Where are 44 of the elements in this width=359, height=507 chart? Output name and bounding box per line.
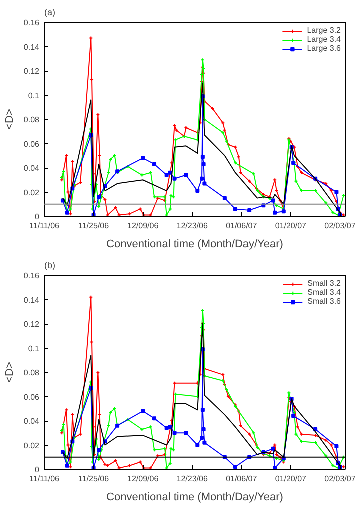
chart-title: (a) bbox=[44, 8, 56, 18]
legend-label: Small 3.4 bbox=[308, 288, 341, 297]
x-tick-label: 01/20/07 bbox=[275, 474, 308, 484]
x-tick-label: 01/06/07 bbox=[226, 222, 258, 230]
legend-label: Small 3.2 bbox=[308, 279, 341, 288]
legend-label: Large 3.6 bbox=[307, 44, 341, 53]
y-tick-label: 0.14 bbox=[24, 42, 40, 52]
y-tick-label: 0.06 bbox=[24, 392, 40, 402]
x-tick-label: 11/11/06 bbox=[30, 474, 60, 484]
x-tick-label: 01/20/07 bbox=[275, 222, 308, 230]
x-axis-title: Conventional time (Month/Day/Year) bbox=[106, 238, 284, 250]
y-tick-label: 0.08 bbox=[24, 368, 40, 378]
x-tick-label: 02/03/07 bbox=[324, 474, 356, 484]
x-tick-label: 12/23/06 bbox=[176, 474, 208, 484]
y-tick-label: 0.02 bbox=[24, 441, 40, 450]
y-tick-label: 0.12 bbox=[24, 320, 40, 329]
y-tick-label: 0.14 bbox=[24, 296, 40, 305]
y-tick-label: 0.16 bbox=[24, 18, 40, 28]
x-tick-label: 01/06/07 bbox=[226, 474, 258, 484]
x-tick-label: 11/11/06 bbox=[30, 222, 60, 230]
x-tick-label: 12/23/06 bbox=[176, 222, 208, 230]
x-tick-label: 11/25/06 bbox=[78, 222, 110, 230]
y-axis-title: <D> bbox=[4, 109, 16, 130]
y-tick-label: 0.04 bbox=[24, 164, 40, 173]
x-tick-label: 12/09/06 bbox=[128, 222, 160, 230]
y-tick-label: 0.1 bbox=[28, 344, 40, 354]
y-tick-label: 0.04 bbox=[24, 417, 40, 426]
legend-label: Large 3.2 bbox=[307, 26, 341, 35]
y-tick-label: 0.12 bbox=[24, 67, 40, 76]
x-tick-label: 11/25/06 bbox=[78, 474, 110, 484]
legend-label: Large 3.4 bbox=[307, 35, 341, 44]
x-tick-label: 12/09/06 bbox=[128, 474, 160, 484]
y-tick-label: 0.1 bbox=[28, 91, 40, 100]
chart-title: (b) bbox=[44, 260, 56, 270]
x-axis-title: Conventional time (Month/Day/Year) bbox=[106, 492, 284, 504]
legend-label: Small 3.6 bbox=[308, 297, 341, 306]
y-tick-label: 0.08 bbox=[24, 116, 40, 124]
x-tick-label: 02/03/07 bbox=[324, 222, 356, 230]
y-axis-title: <D> bbox=[4, 362, 16, 383]
y-tick-label: 0.02 bbox=[24, 188, 40, 198]
y-tick-label: 0 bbox=[35, 466, 40, 474]
y-tick-label: 0.16 bbox=[24, 272, 40, 280]
y-tick-label: 0 bbox=[35, 212, 40, 222]
y-tick-label: 0.06 bbox=[24, 140, 40, 149]
